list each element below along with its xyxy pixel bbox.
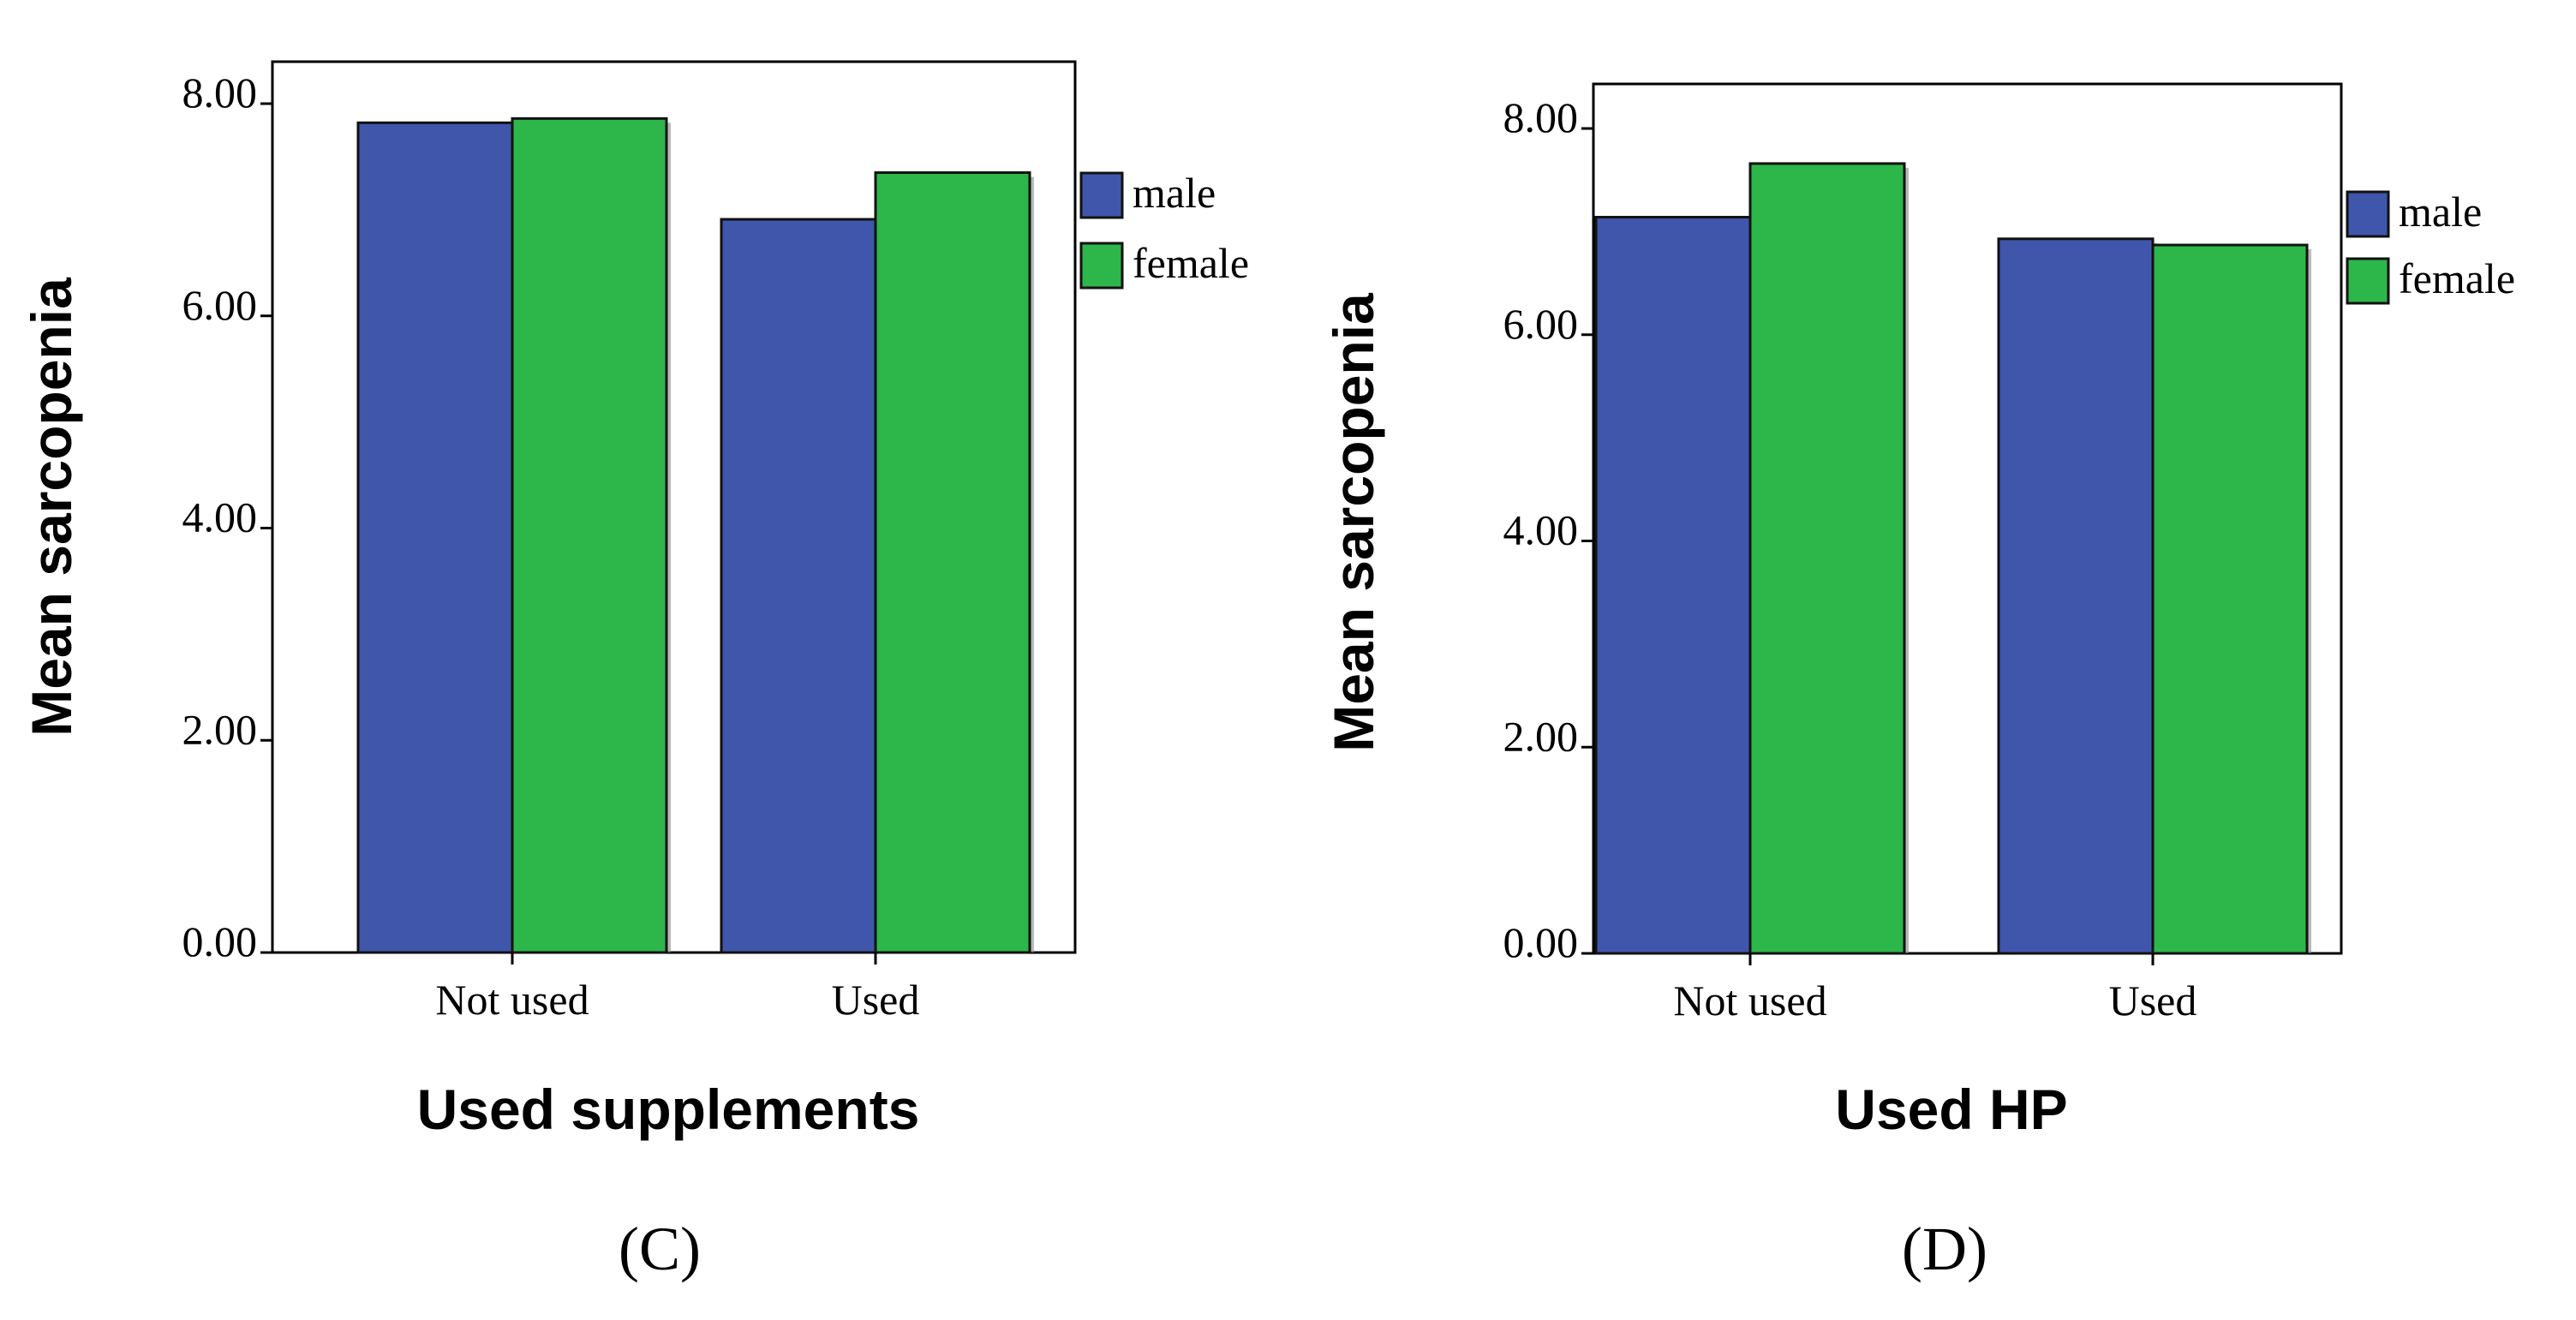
y-axis-title: Mean sarcopenia xyxy=(20,277,83,737)
y-tick-label: 2.00 xyxy=(1503,712,1579,760)
panel-label: (C) xyxy=(619,1215,701,1283)
y-tick-label: 8.00 xyxy=(1503,93,1579,141)
x-tick-label: Used xyxy=(2109,977,2197,1024)
legend-swatch-female xyxy=(2346,257,2390,305)
legend-label-male: male xyxy=(1133,169,1216,217)
y-tick-label: 6.00 xyxy=(182,281,258,329)
bar-female-used xyxy=(874,171,1031,954)
bar-male-not-used xyxy=(356,121,514,954)
plot-frame xyxy=(1592,82,2343,955)
legend-label-female: female xyxy=(2399,254,2515,302)
bar-male-not-used xyxy=(1594,216,1752,955)
legend-swatch-male xyxy=(1079,171,1124,219)
y-tick-label: 2.00 xyxy=(182,705,258,753)
bar-female-not-used xyxy=(1748,162,1906,955)
legend-label-female: female xyxy=(1133,239,1249,287)
bar-female-used xyxy=(2151,243,2309,955)
y-tick-label: 8.00 xyxy=(182,69,258,116)
chart-panel-c: 0.00 2.00 4.00 6.00 8.00 Not used Used male fema… xyxy=(20,60,1249,1283)
chart-panel-d: 0.00 2.00 4.00 6.00 8.00 Not used Used male fema… xyxy=(1322,82,2515,1283)
y-tick-label: 6.00 xyxy=(1503,300,1579,348)
bar-female-not-used xyxy=(511,116,668,954)
y-tick-label: 0.00 xyxy=(182,917,258,965)
x-tick-label: Not used xyxy=(1673,977,1826,1024)
y-tick-label: 4.00 xyxy=(182,493,258,541)
legend-swatch-female xyxy=(1079,242,1124,290)
x-tick-label: Used xyxy=(832,976,920,1024)
y-tick-label: 0.00 xyxy=(1503,918,1579,966)
y-tick-label: 4.00 xyxy=(1503,506,1579,554)
bar-male-used xyxy=(1997,237,2155,955)
x-axis-title: Used HP xyxy=(1835,1078,2067,1141)
x-axis-title: Used supplements xyxy=(417,1078,920,1141)
panel-label: (D) xyxy=(1902,1215,1987,1283)
plot-frame xyxy=(271,60,1077,954)
y-axis-title: Mean sarcopenia xyxy=(1322,292,1385,752)
bar-male-used xyxy=(720,218,877,954)
legend-swatch-male xyxy=(2346,190,2390,238)
x-tick-label: Not used xyxy=(435,976,589,1024)
legend-label-male: male xyxy=(2399,188,2482,236)
